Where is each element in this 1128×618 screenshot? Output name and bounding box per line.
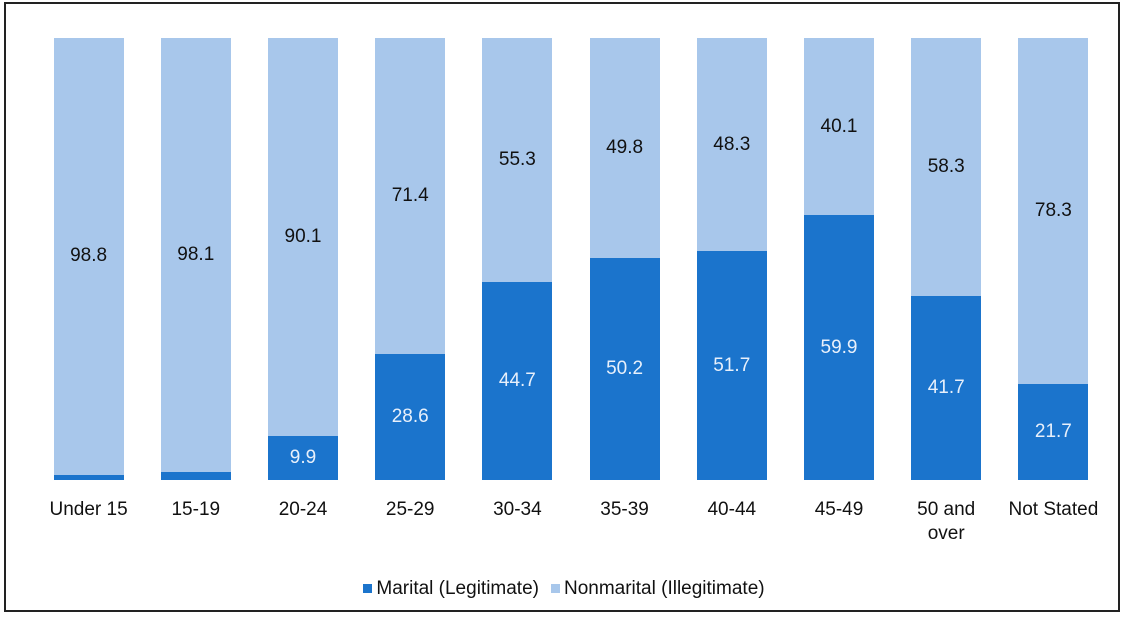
bar-segment (696, 251, 767, 480)
data-label: 51.7 (713, 354, 751, 376)
bar-segment (482, 282, 553, 480)
bar-segment (160, 38, 231, 472)
x-tick-label: 50 and over (917, 499, 976, 544)
data-label: 40.1 (820, 115, 858, 137)
bar-segment (268, 38, 338, 437)
legend-swatch (363, 584, 373, 594)
bar-segment (911, 38, 982, 296)
legend: Marital (Legitimate) Nonmarital (Illegiti… (0, 578, 1128, 600)
bar-segment (268, 436, 338, 480)
bar-segment (804, 38, 874, 216)
data-label: 50.2 (606, 358, 644, 380)
x-tick-label: Not Stated (1008, 499, 1099, 520)
data-label: 55.3 (498, 149, 536, 171)
bar-segment (375, 38, 446, 354)
x-tick-label: 45-49 (814, 499, 864, 520)
legend-item: Marital (Legitimate) (363, 578, 539, 600)
data-label: 9.9 (289, 447, 317, 469)
data-label: 28.6 (391, 405, 429, 427)
data-label: 58.3 (927, 155, 965, 177)
bar-segment (589, 38, 660, 259)
x-tick-label: 35-39 (600, 499, 649, 520)
legend-label: Marital (Legitimate) (376, 578, 539, 599)
data-label: 71.4 (391, 184, 429, 206)
data-label: 21.7 (1034, 421, 1072, 443)
data-label: 49.8 (606, 137, 644, 159)
bar-segment (696, 38, 767, 252)
data-label: 98.1 (177, 243, 215, 265)
x-tick-label: 30-34 (493, 499, 542, 520)
x-tick-label: 25-29 (385, 499, 435, 520)
chart-frame (4, 2, 1120, 612)
x-tick-label: 20-24 (278, 499, 328, 520)
data-label: 59.9 (820, 336, 858, 358)
bar-segment (911, 295, 982, 480)
bar-segment (589, 258, 660, 480)
bar-segment (53, 38, 124, 475)
legend-item: Nonmarital (Illegitimate) (550, 578, 765, 600)
bar-segment (1018, 384, 1089, 480)
bar-segment (160, 471, 231, 480)
bar-segment (1018, 38, 1089, 385)
data-label: 98.8 (70, 245, 108, 267)
bar-segment (375, 353, 446, 480)
legend-label: Nonmarital (Illegitimate) (563, 578, 765, 599)
bar-segment (804, 215, 874, 480)
x-tick-label: 15-19 (171, 499, 221, 520)
x-tick-label: 40-44 (707, 499, 757, 520)
data-label: 78.3 (1034, 200, 1072, 222)
bar-segment (482, 38, 553, 283)
bar-segment (53, 474, 124, 480)
x-tick-label: Under 15 (49, 499, 128, 520)
data-label: 48.3 (713, 133, 751, 155)
data-label: 44.7 (498, 370, 536, 392)
data-label: 41.7 (927, 376, 965, 398)
data-label: 90.1 (284, 226, 322, 248)
legend-swatch (550, 584, 560, 594)
